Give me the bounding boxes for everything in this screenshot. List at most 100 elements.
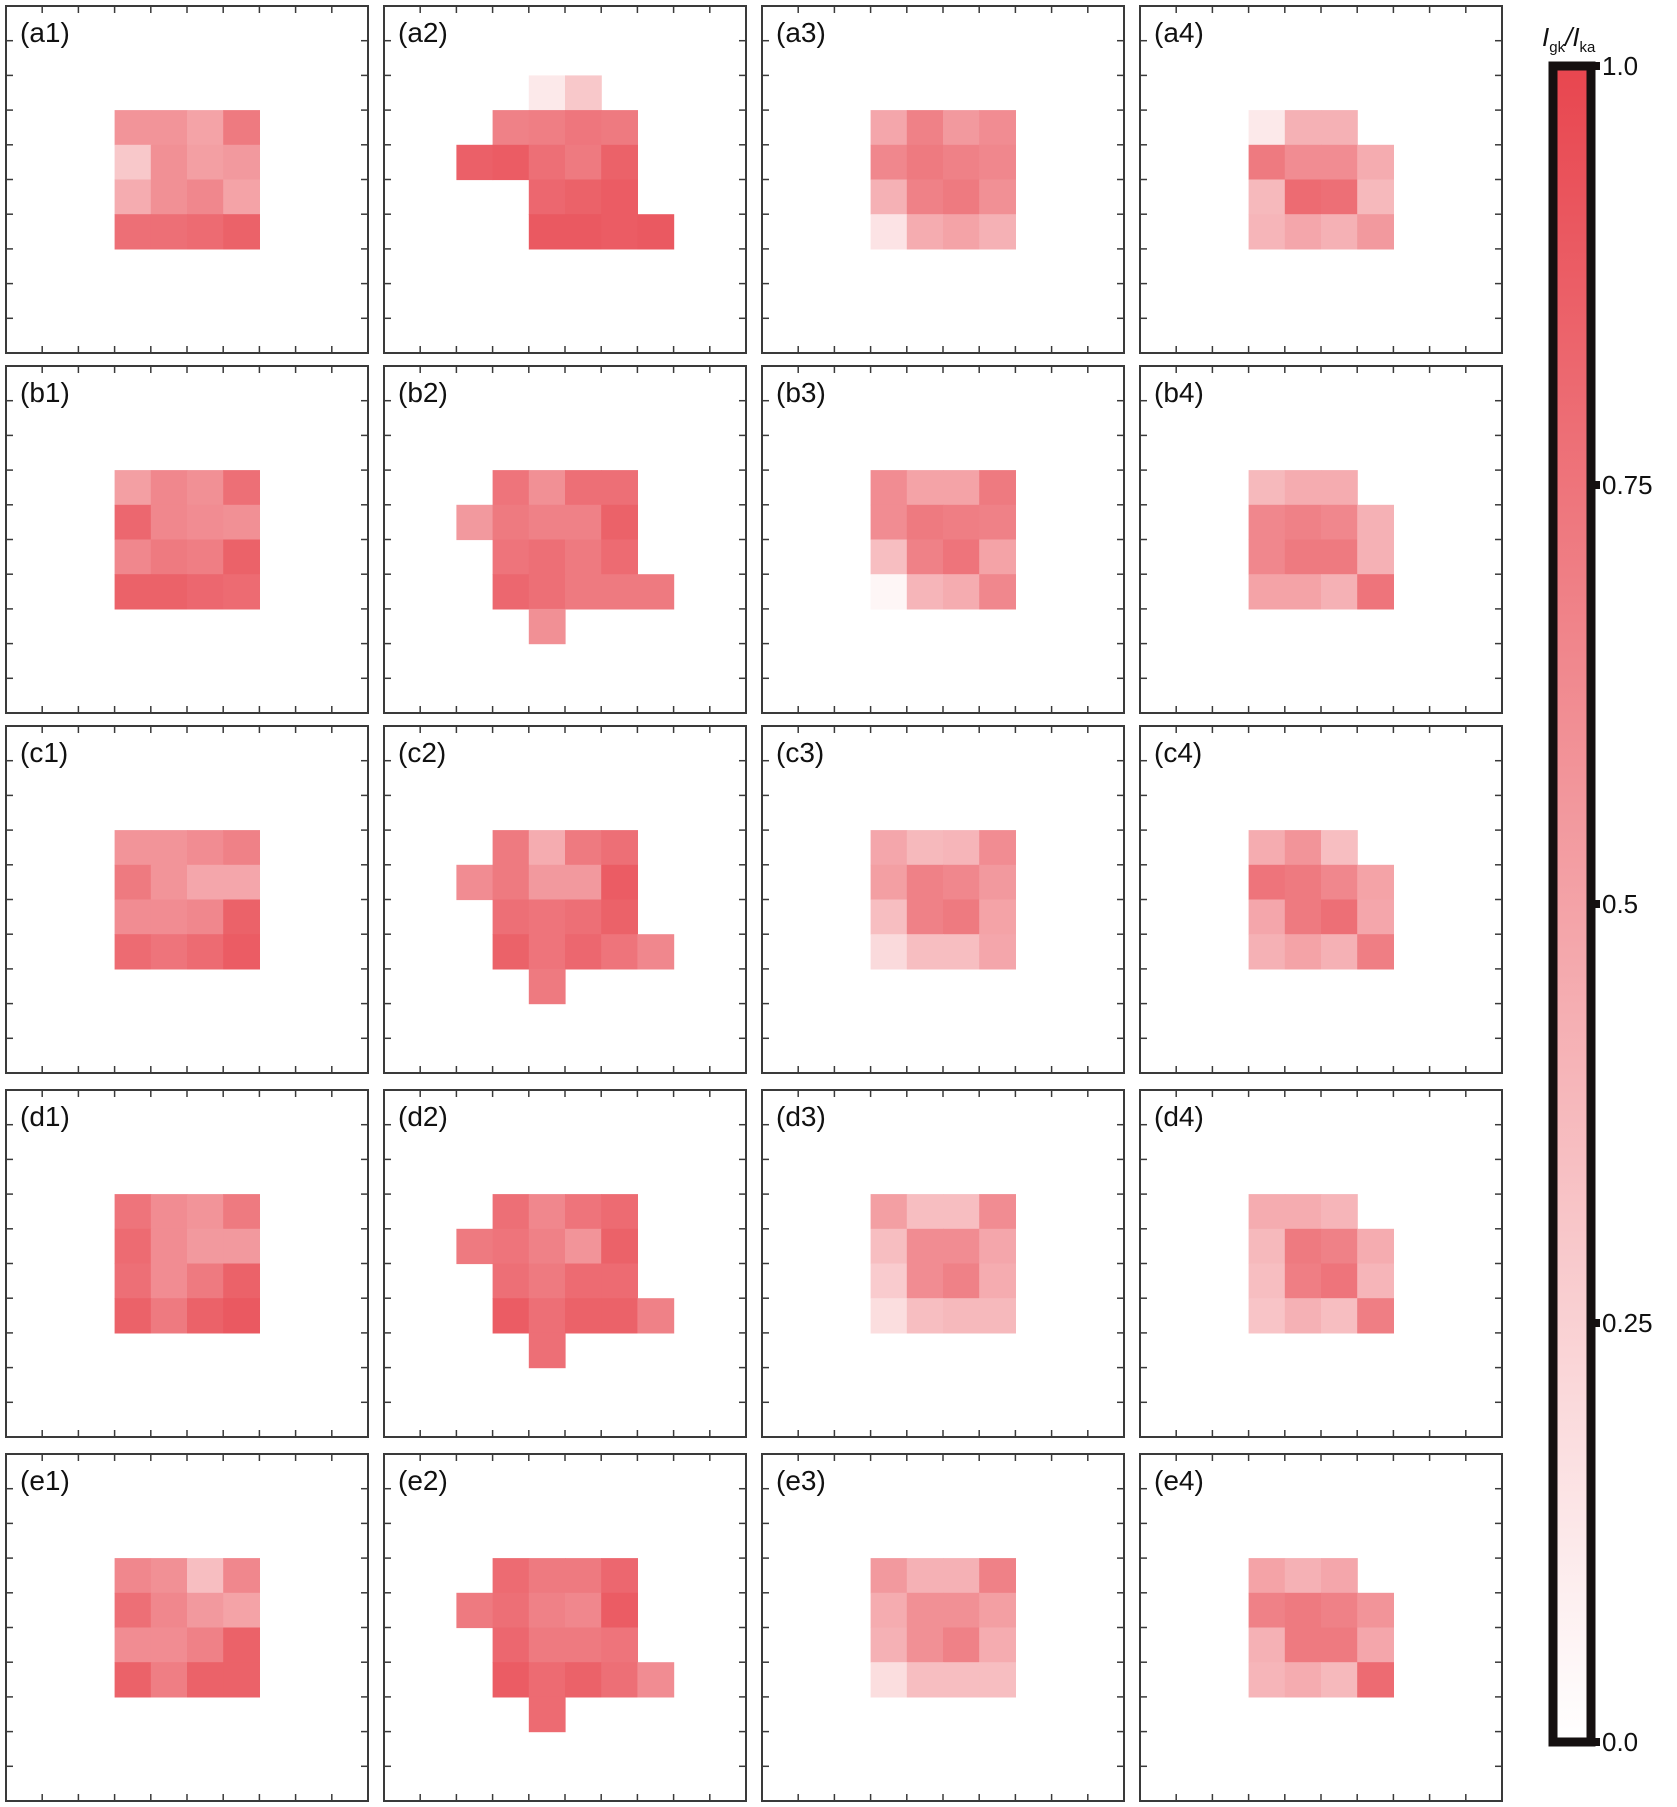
- heatmap-cell: [528, 1558, 566, 1594]
- panel-a1: (a1): [5, 5, 369, 354]
- heatmap-cell: [223, 934, 260, 970]
- heatmap-cell: [492, 1228, 530, 1265]
- heatmap-cell: [906, 214, 944, 250]
- heatmap-cell: [1284, 1194, 1322, 1230]
- panel-c1: (c1): [5, 725, 369, 1074]
- panel-b2: (b2): [383, 365, 747, 714]
- heatmap-cell: [114, 864, 152, 901]
- heatmap-cell: [114, 1627, 152, 1663]
- heatmap-cell: [150, 470, 188, 506]
- heatmap-cell: [979, 539, 1016, 575]
- heatmap-cell: [114, 1228, 152, 1265]
- heatmap-cell: [637, 934, 675, 970]
- heatmap-cell: [979, 1558, 1016, 1594]
- heatmap-cell: [601, 1298, 638, 1334]
- heatmap-cell: [565, 75, 602, 111]
- heatmap-cell: [906, 1592, 944, 1629]
- heatmap-cell: [223, 1194, 260, 1230]
- panel-a2: (a2): [383, 5, 747, 354]
- heatmap-cell: [1357, 934, 1394, 970]
- heatmap-cell: [943, 504, 980, 541]
- heatmap-cell: [979, 830, 1016, 866]
- panel-grid: (a1) (a2) (a3) (a4) (b1) (b2) (b3) (b4) (c1) (c2)…: [5, 5, 1503, 1802]
- heatmap-cell: [150, 1627, 188, 1663]
- heatmap-cell: [528, 864, 566, 901]
- heatmap-cell: [1248, 574, 1286, 610]
- heatmap-cell: [1248, 470, 1286, 506]
- heatmap-cell: [1357, 1592, 1394, 1629]
- heatmap-cell: [492, 539, 530, 575]
- heatmap-cell: [1284, 504, 1322, 541]
- heatmap-cell: [565, 179, 602, 215]
- heatmap-cell: [150, 1558, 188, 1594]
- heatmap-cell: [187, 1592, 224, 1629]
- heatmap-cell: [906, 574, 944, 610]
- heatmap-cell: [223, 470, 260, 506]
- heatmap-cell: [1284, 539, 1322, 575]
- heatmap-cell: [150, 1194, 188, 1230]
- panel-label: (c4): [1154, 737, 1202, 768]
- heatmap-cell: [1284, 1592, 1322, 1629]
- heatmap-cell: [601, 864, 638, 901]
- heatmap-cell: [1284, 864, 1322, 901]
- heatmap-cell: [1284, 1627, 1322, 1663]
- panel-label: (c3): [776, 737, 824, 768]
- heatmap-cell: [1321, 1627, 1358, 1663]
- heatmap-cell: [187, 934, 224, 970]
- colorbar-tick: [1591, 62, 1600, 70]
- heatmap-cell: [114, 1194, 152, 1230]
- heatmap-cell: [943, 110, 980, 146]
- heatmap-cell: [528, 608, 566, 645]
- heatmap-cell: [565, 934, 602, 970]
- heatmap-cell: [528, 899, 566, 935]
- panel-a4: (a4): [1139, 5, 1503, 354]
- heatmap-cell: [114, 830, 152, 866]
- heatmap-cell: [870, 574, 908, 610]
- heatmap-cell: [943, 830, 980, 866]
- heatmap-cell: [492, 1627, 530, 1663]
- heatmap-cell: [1321, 1662, 1358, 1698]
- heatmap-cell: [187, 110, 224, 146]
- heatmap-cell: [150, 864, 188, 901]
- colorbar-tick-label: 1.0: [1602, 51, 1638, 81]
- heatmap-cell: [870, 144, 908, 181]
- heatmap-cell: [1357, 1228, 1394, 1265]
- heatmap-cell: [528, 470, 566, 506]
- heatmap-cell: [1357, 504, 1394, 541]
- heatmap-cell: [492, 470, 530, 506]
- heatmap-cell: [565, 214, 602, 250]
- heatmap-cell: [1248, 899, 1286, 935]
- heatmap-cell: [528, 214, 566, 250]
- panel-label: (d4): [1154, 1101, 1204, 1132]
- colorbar-label-sub2: ka: [1580, 39, 1597, 56]
- heatmap-cell: [528, 1592, 566, 1629]
- heatmap-cell: [1321, 110, 1358, 146]
- heatmap-cell: [187, 1558, 224, 1594]
- heatmap-cell: [492, 110, 530, 146]
- heatmap-cell: [601, 110, 638, 146]
- heatmap-cell: [943, 1228, 980, 1265]
- heatmap-cell: [150, 1662, 188, 1698]
- heatmap-cell: [1248, 864, 1286, 901]
- heatmap-cell: [601, 934, 638, 970]
- heatmap-cell: [906, 1558, 944, 1594]
- heatmap-cell: [492, 144, 530, 181]
- heatmap-cell: [187, 470, 224, 506]
- heatmap-cell: [979, 1263, 1016, 1299]
- heatmap-cell: [1284, 899, 1322, 935]
- heatmap-cell: [870, 830, 908, 866]
- heatmap-cell: [1357, 899, 1394, 935]
- heatmap-cell: [223, 214, 260, 250]
- heatmap-cell: [223, 1592, 260, 1629]
- heatmap-cell: [565, 1194, 602, 1230]
- heatmap-cell: [114, 470, 152, 506]
- heatmap-cell: [870, 110, 908, 146]
- heatmap-cell: [187, 1228, 224, 1265]
- heatmap-cell: [1321, 1558, 1358, 1594]
- heatmap-cell: [1248, 830, 1286, 866]
- heatmap-cell: [528, 1228, 566, 1265]
- heatmap-cell: [1357, 574, 1394, 610]
- heatmap-cell: [565, 864, 602, 901]
- heatmap-cell: [979, 110, 1016, 146]
- heatmap-cell: [601, 1228, 638, 1265]
